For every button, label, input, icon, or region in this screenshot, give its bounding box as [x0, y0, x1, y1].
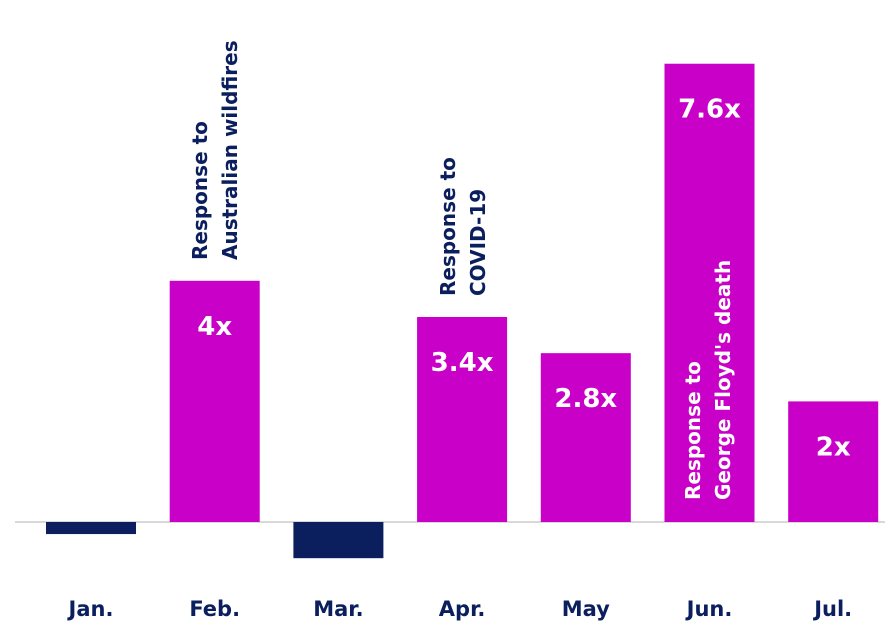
x-tick-label: Jan. — [67, 597, 114, 621]
x-tick-label: Mar. — [313, 597, 363, 621]
bar — [788, 401, 879, 522]
annotation: Australian wildfires — [218, 40, 242, 260]
value-label: 7.6x — [678, 95, 741, 125]
x-tick-label: Apr. — [439, 597, 486, 621]
value-label: 3.4x — [431, 348, 494, 378]
value-label: 4x — [197, 312, 232, 342]
bar — [293, 522, 384, 559]
bar — [417, 316, 508, 522]
value-label: 2.8x — [554, 384, 617, 414]
bar — [664, 63, 755, 522]
annotation: Response to — [436, 157, 460, 296]
annotation: Response to — [681, 361, 705, 500]
annotation: George Floyd's death — [711, 260, 735, 500]
bar — [46, 522, 136, 535]
bar — [540, 353, 631, 522]
x-tick-label: Feb. — [189, 597, 240, 621]
annotation: COVID-19 — [466, 189, 490, 296]
x-tick-label: Jun. — [685, 597, 733, 621]
bar — [169, 280, 260, 522]
x-tick-label: May — [562, 597, 610, 621]
value-label: 2x — [816, 432, 851, 462]
x-tick-label: Jul. — [812, 597, 852, 621]
annotation: Response to — [188, 121, 212, 260]
